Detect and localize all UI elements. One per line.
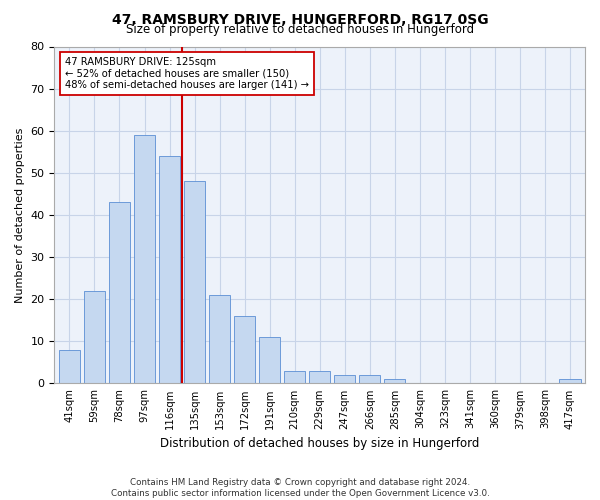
Bar (284, 371, 305, 384)
Bar (234, 316, 255, 384)
Text: 47 RAMSBURY DRIVE: 125sqm
← 52% of detached houses are smaller (150)
48% of semi: 47 RAMSBURY DRIVE: 125sqm ← 52% of detac… (65, 56, 309, 90)
Bar (109, 202, 130, 384)
Y-axis label: Number of detached properties: Number of detached properties (15, 128, 25, 302)
Bar (359, 375, 380, 384)
Bar (59, 350, 80, 384)
Bar (334, 375, 355, 384)
Text: Size of property relative to detached houses in Hungerford: Size of property relative to detached ho… (126, 22, 474, 36)
Bar (384, 379, 406, 384)
Bar (309, 371, 331, 384)
Bar (209, 295, 230, 384)
Bar (184, 182, 205, 384)
Bar (559, 379, 581, 384)
Bar (134, 135, 155, 384)
Text: Contains HM Land Registry data © Crown copyright and database right 2024.
Contai: Contains HM Land Registry data © Crown c… (110, 478, 490, 498)
Bar (159, 156, 180, 384)
X-axis label: Distribution of detached houses by size in Hungerford: Distribution of detached houses by size … (160, 437, 479, 450)
Bar (259, 337, 280, 384)
Bar (84, 291, 105, 384)
Text: 47, RAMSBURY DRIVE, HUNGERFORD, RG17 0SG: 47, RAMSBURY DRIVE, HUNGERFORD, RG17 0SG (112, 12, 488, 26)
